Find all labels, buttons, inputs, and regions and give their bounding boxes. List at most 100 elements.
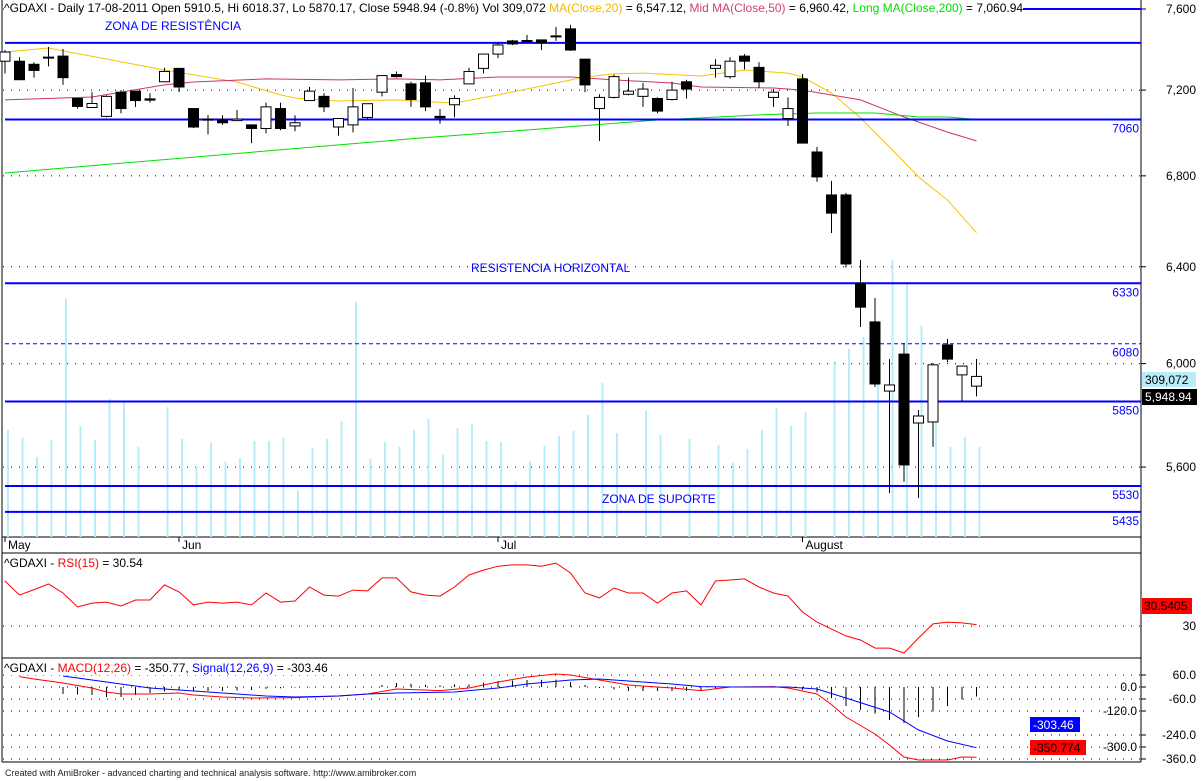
moving-average-line: [4, 112, 977, 174]
macd-tick-label: 0.0: [1120, 680, 1137, 694]
annotation-label: ZONA DE SUPORTE: [602, 492, 716, 506]
macd-tick-label: -240.0: [1162, 728, 1196, 742]
candle-body: [362, 103, 373, 118]
volume-bar: [282, 437, 285, 537]
macd-tick-label: -120.0: [1103, 704, 1137, 718]
annotation-label: RESISTENCIA HORIZONTAL: [471, 261, 630, 275]
volume-bar: [645, 410, 647, 537]
candle-body: [188, 108, 199, 128]
candle-body: [333, 117, 344, 128]
candle-body: [782, 108, 794, 119]
rsi-line: [4, 562, 977, 654]
volume-bar: [862, 336, 865, 537]
volume-bar: [877, 357, 879, 537]
price-title-part: = 6,547.12,: [622, 1, 690, 15]
level-label: 7060: [1112, 122, 1139, 136]
macd-value-badge: [1030, 740, 1086, 755]
price-title-part: Long MA(Close,200): [852, 1, 963, 15]
volume-bar: [210, 442, 212, 537]
volume-bar: [688, 438, 691, 537]
volume-bar: [949, 447, 952, 537]
volume-bar: [978, 446, 981, 537]
volume-bar: [123, 401, 125, 537]
candle-body: [72, 97, 83, 107]
macd-pane-title: ^GDAXI - MACD(12,26) = -350.77, Signal(1…: [4, 661, 328, 675]
candle-body: [942, 344, 953, 360]
month-label: Jun: [182, 538, 201, 552]
rsi-pane-title: ^GDAXI - RSI(15) = 30.54: [4, 556, 143, 570]
candle-body: [449, 97, 460, 106]
volume-bar: [181, 438, 183, 537]
month-label: August: [806, 538, 844, 552]
level-label: 5850: [1112, 404, 1139, 418]
candle-body: [260, 106, 272, 130]
volume-bar: [268, 440, 270, 537]
candle-body: [594, 96, 605, 110]
candle-body: [231, 118, 243, 122]
candle-body: [130, 90, 141, 102]
candle-body: [144, 98, 156, 101]
candle-body: [739, 55, 750, 62]
volume-bar: [94, 440, 96, 537]
candle-body: [637, 88, 649, 97]
price-tick-label: 7,600: [1166, 2, 1196, 16]
candle-body: [898, 353, 910, 466]
candle-body: [101, 95, 112, 117]
volume-value-badge: [1142, 372, 1196, 387]
volume-bar: [166, 407, 169, 537]
candle-body: [275, 108, 286, 130]
level-label: 6080: [1112, 346, 1139, 360]
candle-body: [869, 321, 881, 385]
macd-title-part: Signal(12,26,9): [192, 661, 274, 675]
candle-body: [579, 58, 591, 86]
month-label: Jul: [501, 538, 516, 552]
candle-body: [159, 70, 170, 83]
candle-body: [666, 89, 678, 101]
candle-body: [14, 60, 25, 81]
volume-bar: [427, 419, 430, 537]
candle-body: [811, 151, 823, 178]
candle-body: [913, 415, 924, 424]
candle-body: [304, 90, 315, 102]
volume-bar: [311, 447, 314, 537]
candle-body: [217, 119, 228, 124]
candle-body: [405, 83, 417, 101]
volume-bar: [775, 407, 778, 537]
candle-body: [28, 63, 40, 71]
macd-tick-label: -360.0: [1162, 752, 1196, 766]
rsi-title-part: RSI(15): [57, 556, 99, 570]
candle-body: [884, 384, 895, 392]
candle-body: [797, 78, 808, 144]
rsi-tick-label: 30: [1183, 619, 1197, 633]
volume-bar: [340, 421, 343, 537]
candle-body: [43, 56, 54, 59]
candle-body: [768, 91, 779, 98]
level-label: 5530: [1112, 488, 1139, 502]
close-value-label: 5,948.94: [1145, 390, 1192, 404]
volume-bar: [384, 442, 386, 537]
macd-title-part: = -350.77,: [131, 661, 193, 675]
volume-bar: [413, 430, 415, 537]
candle-body: [434, 115, 446, 119]
candle-body: [86, 102, 98, 108]
volume-bar: [746, 449, 749, 537]
volume-bar: [297, 490, 299, 537]
candle-body: [536, 39, 547, 44]
candle-body: [318, 95, 330, 108]
candle-body: [376, 75, 388, 93]
candle-body: [855, 282, 866, 308]
macd-line: [19, 673, 977, 761]
volume-bar: [572, 431, 575, 537]
volume-bar: [7, 430, 9, 537]
candle-body: [347, 106, 359, 126]
level-label: 5435: [1112, 514, 1139, 528]
volume-bar: [920, 325, 923, 537]
volume-bar: [79, 426, 82, 537]
volume-bar: [137, 447, 140, 537]
annotation-label: ZONA DE RESISTÊNCIA: [105, 18, 241, 33]
volume-bar: [108, 398, 111, 537]
candle-body: [652, 97, 663, 112]
volume-bar: [456, 428, 459, 537]
macd-tick-label: -300.0: [1103, 740, 1137, 754]
